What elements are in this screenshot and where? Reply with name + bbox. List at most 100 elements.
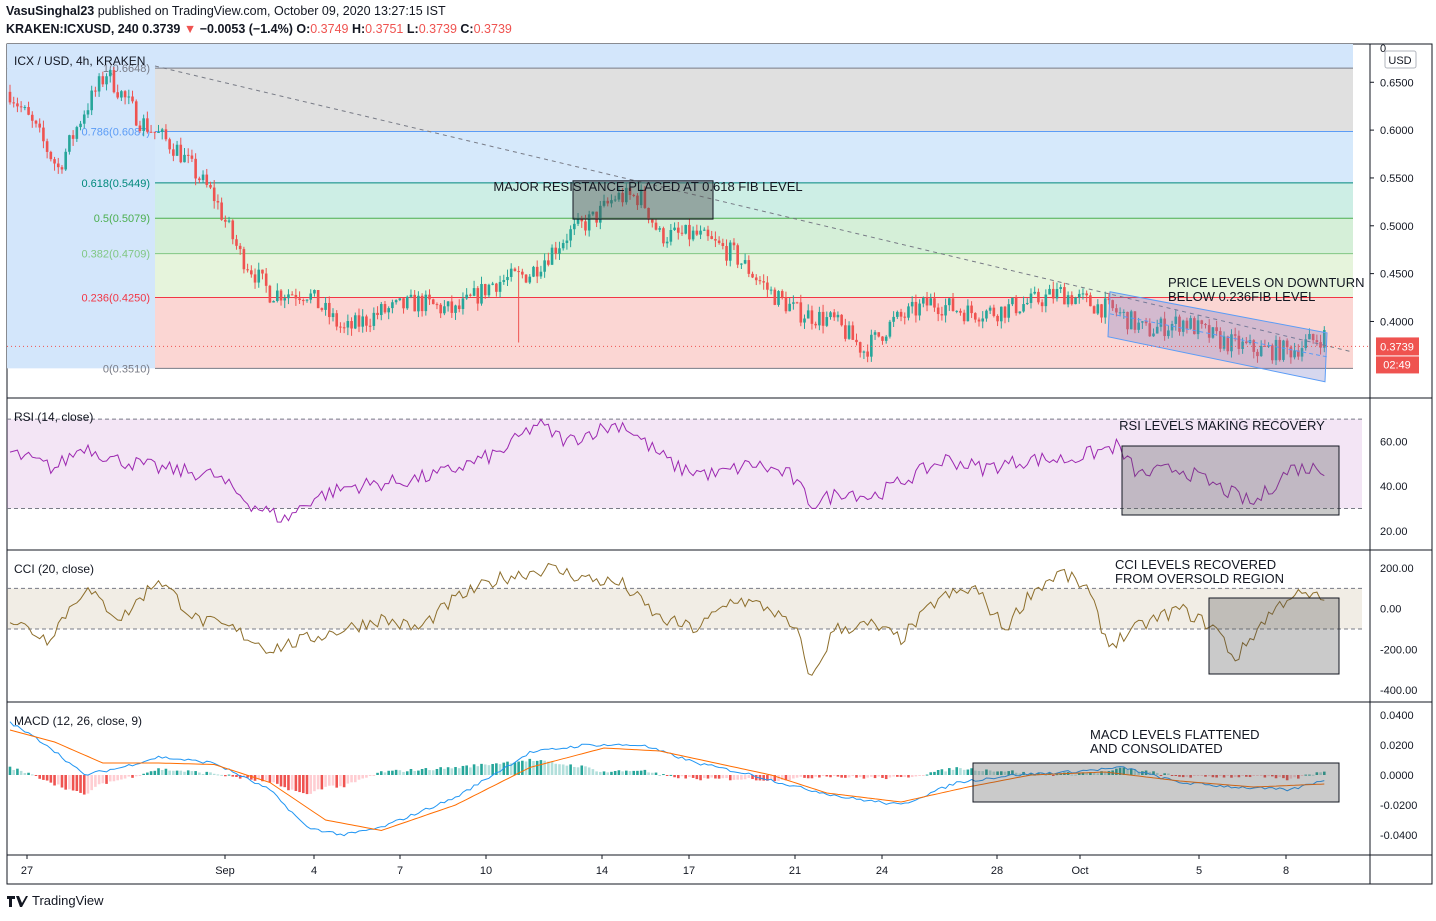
macd-histogram-bar — [513, 762, 517, 775]
macd-histogram-bar — [907, 775, 910, 778]
price-candle — [1059, 287, 1062, 289]
price-candle — [157, 132, 160, 134]
macd-histogram-bar — [379, 771, 383, 775]
price-candle — [1252, 340, 1256, 352]
annotation-macd: MACD LEVELS FLATTENED — [1090, 727, 1260, 742]
macd-histogram-bar — [446, 767, 450, 775]
last-price: 0.3739 — [142, 22, 181, 36]
countdown-tag — [1376, 356, 1419, 374]
price-candle — [194, 158, 197, 179]
price-candle — [973, 313, 977, 320]
macd-histogram-bar — [1185, 775, 1189, 777]
macd-histogram-bar — [409, 768, 413, 775]
macd-histogram-bar — [1118, 767, 1122, 775]
price-candle — [780, 291, 784, 298]
price-candle — [844, 325, 847, 339]
price-candle — [617, 192, 621, 200]
price-candle — [1141, 321, 1144, 323]
macd-histogram-bar — [287, 775, 290, 791]
price-axis-label: 0. — [1380, 43, 1389, 55]
price-candle — [948, 298, 951, 306]
price-candle — [1259, 345, 1263, 357]
macd-histogram-bar — [873, 775, 877, 779]
price-candle — [602, 200, 606, 206]
macd-histogram-bar — [584, 766, 587, 775]
macd-histogram-bar — [335, 775, 339, 788]
price-candle — [999, 306, 1003, 322]
price-candle — [684, 224, 688, 234]
macd-histogram-bar — [1296, 775, 1300, 779]
macd-histogram-bar — [717, 775, 721, 779]
macd-histogram-bar — [576, 767, 580, 775]
price-candle — [569, 229, 572, 241]
price-candle — [498, 281, 502, 292]
price-candle — [561, 243, 565, 249]
macd-histogram-bar — [810, 775, 814, 779]
price-candle — [992, 307, 996, 316]
price-candle — [1115, 308, 1118, 313]
fib-level-label: 0.236(0.4250) — [82, 293, 151, 305]
price-candle — [662, 228, 665, 244]
author-name[interactable]: VasuSinghal23 — [6, 4, 95, 18]
macd-histogram-bar — [231, 775, 235, 777]
macd-histogram-bar — [1241, 775, 1244, 776]
macd-histogram-bar — [662, 774, 665, 776]
macd-histogram-bar — [350, 775, 353, 783]
price-candle — [350, 321, 353, 329]
macd-histogram-bar — [261, 775, 264, 782]
macd-histogram-bar — [762, 775, 765, 781]
macd-histogram-bar — [528, 758, 532, 775]
tradingview-footer[interactable]: TradingView — [6, 893, 104, 908]
high-value: 0.3751 — [365, 22, 404, 36]
price-candle — [810, 310, 814, 324]
macd-histogram-bar — [123, 775, 127, 779]
macd-histogram-bar — [101, 775, 105, 784]
macd-histogram-bar — [75, 775, 79, 791]
macd-histogram-bar — [1055, 774, 1059, 776]
macd-histogram-bar — [272, 775, 275, 783]
price-candle — [658, 228, 662, 230]
descending-channel — [1107, 291, 1328, 383]
macd-histogram-bar — [929, 772, 933, 775]
macd-histogram-bar — [881, 775, 884, 778]
price-candle — [1029, 293, 1033, 303]
macd-histogram-bar — [127, 775, 131, 777]
price-candle — [806, 310, 810, 319]
fib-level-label: 0.786(0.6087) — [82, 127, 151, 139]
macd-histogram-bar — [688, 775, 691, 778]
price-candle — [120, 91, 123, 98]
macd-histogram-bar — [962, 769, 966, 775]
macd-histogram-bar — [1044, 774, 1048, 776]
price-candle — [1089, 295, 1092, 307]
time-axis-label: 27 — [21, 865, 33, 877]
price-candle — [302, 300, 305, 302]
price-candle — [1185, 320, 1189, 329]
macd-histogram-bar — [769, 775, 773, 780]
macd-histogram-bar — [1189, 775, 1192, 778]
price-candle — [613, 199, 617, 201]
macd-histogram-bar — [862, 775, 866, 779]
price-candle — [123, 91, 127, 98]
macd-histogram-bar — [53, 775, 56, 786]
price-candle — [394, 300, 398, 303]
macd-histogram-bar — [524, 761, 528, 775]
macd-axis-label: -0.0200 — [1380, 800, 1417, 812]
macd-histogram-bar — [621, 771, 624, 775]
price-candle — [1007, 304, 1011, 318]
macd-histogram-bar — [676, 775, 680, 779]
price-candle — [1304, 339, 1308, 349]
macd-histogram-bar — [339, 775, 342, 787]
macd-histogram-bar — [134, 775, 138, 777]
annotation-downturn: PRICE LEVELS ON DOWNTURN — [1168, 275, 1364, 290]
open-label: O: — [296, 22, 311, 36]
macd-histogram-bar — [814, 775, 817, 777]
price-candle — [1308, 333, 1311, 340]
macd-histogram-bar — [1315, 772, 1319, 775]
last-price-tag-label: 0.3739 — [1380, 341, 1414, 353]
macd-histogram-bar — [1248, 775, 1252, 778]
countdown-tag-label: 02:49 — [1383, 359, 1411, 371]
time-axis-label: 21 — [789, 865, 801, 877]
resistance-box — [572, 180, 714, 220]
price-candle — [287, 294, 290, 299]
